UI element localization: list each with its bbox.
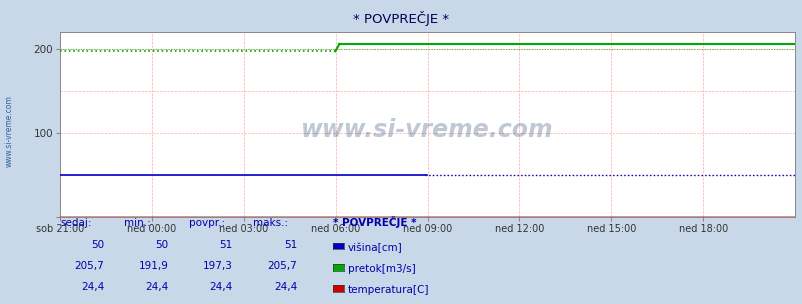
Text: sedaj:: sedaj: (60, 219, 91, 229)
Text: min.:: min.: (124, 219, 151, 229)
Text: maks.:: maks.: (253, 219, 288, 229)
Text: www.si-vreme.com: www.si-vreme.com (5, 95, 14, 167)
Text: 191,9: 191,9 (139, 261, 168, 271)
Text: pretok[m3/s]: pretok[m3/s] (347, 264, 415, 274)
Text: 51: 51 (219, 240, 233, 250)
Text: 24,4: 24,4 (273, 282, 297, 292)
Text: 197,3: 197,3 (203, 261, 233, 271)
Text: 205,7: 205,7 (75, 261, 104, 271)
Text: 50: 50 (91, 240, 104, 250)
Text: višina[cm]: višina[cm] (347, 243, 402, 253)
Text: temperatura[C]: temperatura[C] (347, 285, 428, 295)
Text: 51: 51 (283, 240, 297, 250)
Text: 24,4: 24,4 (209, 282, 233, 292)
Text: 50: 50 (156, 240, 168, 250)
Text: * POVPREČJE *: * POVPREČJE * (333, 216, 416, 229)
Text: * POVPREČJE *: * POVPREČJE * (353, 11, 449, 26)
Text: povpr.:: povpr.: (188, 219, 225, 229)
Text: 205,7: 205,7 (267, 261, 297, 271)
Text: 24,4: 24,4 (81, 282, 104, 292)
Text: www.si-vreme.com: www.si-vreme.com (301, 118, 553, 142)
Text: 24,4: 24,4 (145, 282, 168, 292)
